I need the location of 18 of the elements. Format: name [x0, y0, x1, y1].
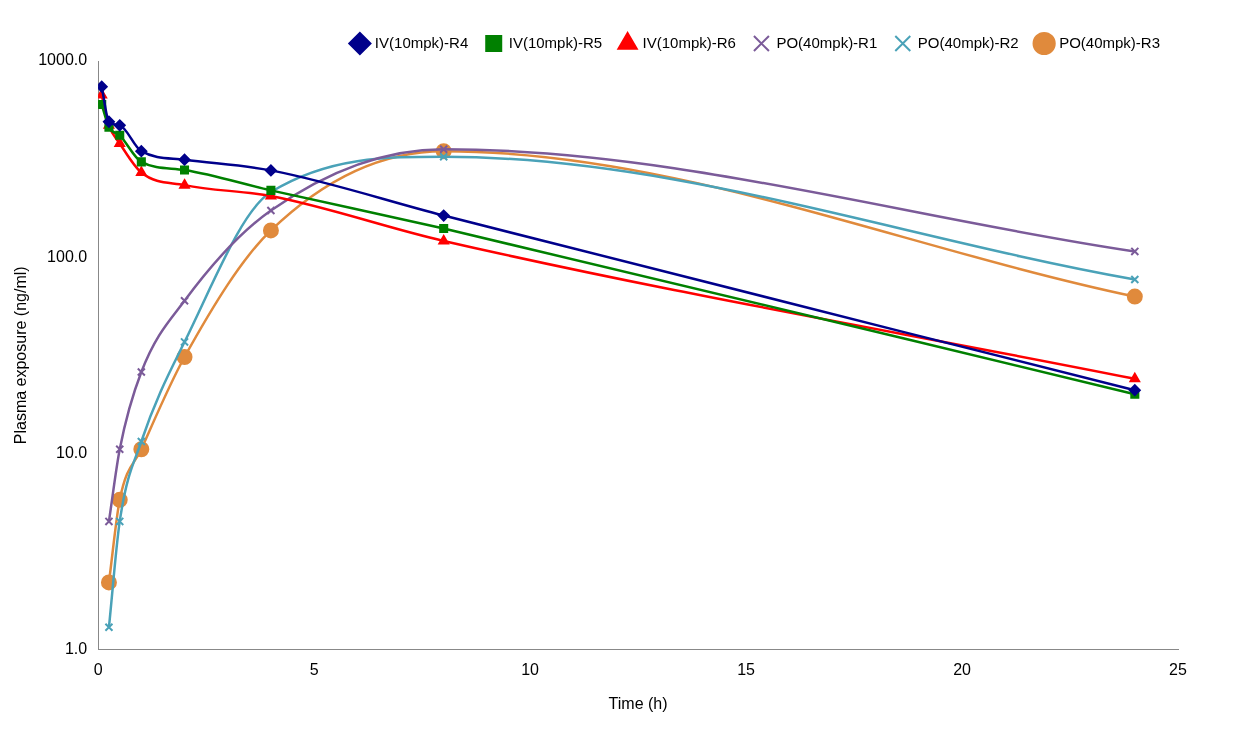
- legend-label: IV(10mpk)-R4: [374, 33, 469, 51]
- x-tick-label: 5: [309, 660, 319, 678]
- x-tick-label: 20: [953, 660, 972, 678]
- x-tick-label: 15: [737, 660, 756, 678]
- legend-label: IV(10mpk)-R5: [508, 33, 603, 51]
- legend-label: PO(40mpk)-R2: [917, 33, 1019, 51]
- legend-label: PO(40mpk)-R1: [776, 33, 878, 51]
- legend-label: PO(40mpk)-R3: [1059, 33, 1160, 51]
- y-tick-label: 1.0: [64, 640, 88, 658]
- y-axis-title: Plasma exposure (ng/ml): [12, 266, 30, 445]
- legend-label: IV(10mpk)-R6: [642, 33, 736, 51]
- x-tick-label: 10: [521, 660, 540, 678]
- y-tick-label: 10.0: [56, 443, 88, 461]
- y-tick-label: 1000.0: [38, 51, 88, 69]
- x-tick-label: 0: [93, 660, 103, 678]
- x-axis-title: Time (h): [608, 694, 668, 712]
- y-tick-label: 100.0: [47, 247, 88, 265]
- x-tick-label: 25: [1169, 660, 1187, 678]
